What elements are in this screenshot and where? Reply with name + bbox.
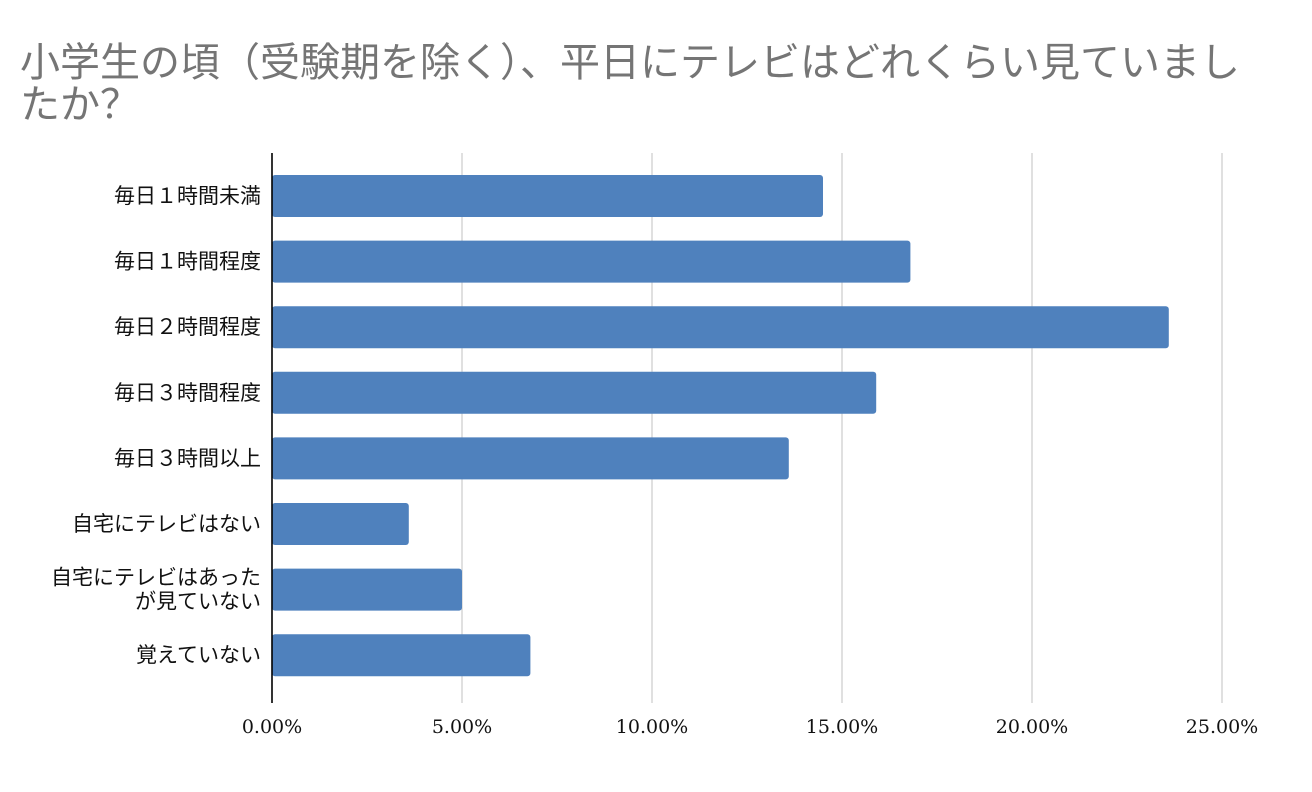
category-label: 毎日１時間未満 xyxy=(114,184,261,208)
bar xyxy=(272,634,531,677)
category-label: 毎日３時間以上 xyxy=(114,446,261,470)
bar xyxy=(272,437,789,480)
x-tick-label: 15.00% xyxy=(806,716,878,738)
x-tick-label: 5.00% xyxy=(432,716,492,738)
category-label-line: 毎日３時間以上 xyxy=(114,446,261,470)
x-tick-label: 25.00% xyxy=(1186,716,1258,738)
x-tick-label: 0.00% xyxy=(242,716,302,738)
category-label: 毎日１時間程度 xyxy=(114,250,261,274)
category-label-line: 毎日３時間程度 xyxy=(114,381,261,405)
category-labels: 毎日１時間未満毎日１時間程度毎日２時間程度毎日３時間程度毎日３時間以上自宅にテレ… xyxy=(51,184,261,667)
bars xyxy=(272,175,1169,677)
category-label-line: 自宅にテレビはあった xyxy=(51,566,261,590)
category-label: 覚えていない xyxy=(136,643,261,667)
category-label: 毎日３時間程度 xyxy=(114,381,261,405)
x-tick-labels: 0.00% 5.00% 10.00% 15.00% 20.00% 25.00% xyxy=(242,716,1258,738)
chart-title: 小学生の頃（受験期を除く）、平日にテレビはどれくらい見ていましたか？ xyxy=(20,40,1240,128)
category-label-line: 覚えていない xyxy=(136,643,261,667)
category-label-line: 毎日１時間程度 xyxy=(114,250,261,274)
category-label-line: 毎日２時間程度 xyxy=(114,315,261,339)
category-label: 毎日２時間程度 xyxy=(114,315,261,339)
bar xyxy=(272,371,877,414)
category-label-line: 毎日１時間未満 xyxy=(114,184,261,208)
bar xyxy=(272,503,409,545)
bar xyxy=(272,240,911,283)
bar xyxy=(272,306,1169,349)
category-label: 自宅にテレビはない xyxy=(72,512,261,536)
x-tick-label: 20.00% xyxy=(996,716,1068,738)
bar xyxy=(272,175,823,217)
bar xyxy=(272,568,462,611)
category-label: 自宅にテレビはあったが見ていない xyxy=(51,566,261,614)
category-label-line: が見ていない xyxy=(135,590,261,614)
x-tick-label: 10.00% xyxy=(616,716,688,738)
category-label-line: 自宅にテレビはない xyxy=(72,512,261,536)
gridlines xyxy=(461,153,1223,703)
